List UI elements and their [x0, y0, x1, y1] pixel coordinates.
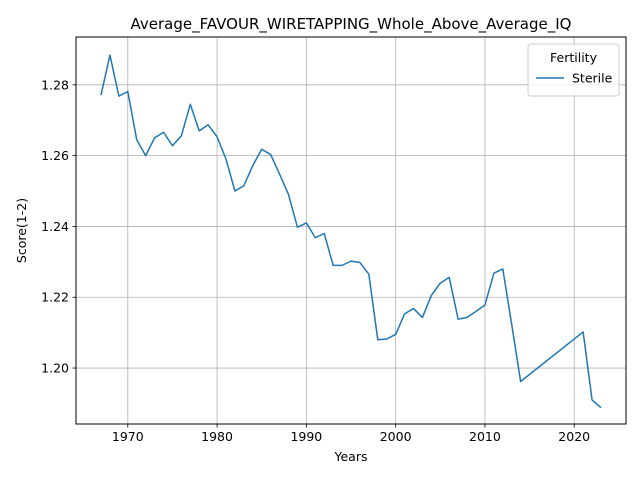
y-tick-label: 1.20: [41, 361, 69, 376]
legend-label-sterile: Sterile: [572, 71, 613, 86]
y-axis-label: Score(1-2): [14, 198, 29, 263]
y-tick-label: 1.22: [41, 290, 69, 305]
y-tick-label: 1.24: [41, 219, 69, 234]
series-line-sterile: [100, 54, 602, 409]
x-axis-label: Years: [334, 449, 368, 464]
x-tick-label: 1970: [112, 429, 144, 444]
x-tick-label: 2010: [469, 429, 501, 444]
chart-title: Average_FAVOUR_WIRETAPPING_Whole_Above_A…: [131, 15, 572, 34]
x-tick-label: 1980: [201, 429, 233, 444]
axis-ticks: 1970 1980 1990 2000 2010 2020 1.20 1.22 1.24 1.26…: [41, 77, 590, 444]
x-tick-label: 1990: [290, 429, 322, 444]
x-tick-label: 2000: [380, 429, 412, 444]
legend-title: Fertility: [550, 50, 598, 65]
legend-box: [527, 43, 620, 97]
series-layer: [100, 54, 602, 409]
plot-frame: [75, 36, 627, 425]
y-tick-label: 1.26: [41, 148, 69, 163]
x-tick-label: 2020: [558, 429, 590, 444]
y-tick-label: 1.28: [41, 77, 69, 92]
legend: Fertility Sterile: [527, 43, 620, 97]
